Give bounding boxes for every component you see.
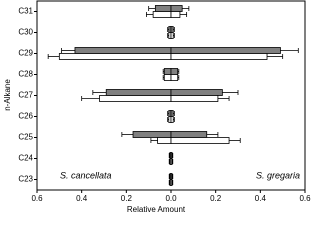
y-tick-label: C27 xyxy=(18,91,33,100)
y-tick-label: C26 xyxy=(18,112,33,121)
bar xyxy=(170,179,173,186)
bar xyxy=(154,5,172,12)
bar xyxy=(170,11,181,18)
bar xyxy=(170,68,179,75)
bar xyxy=(170,32,174,39)
bar xyxy=(74,47,172,54)
bar xyxy=(152,11,172,18)
y-tick-label: C24 xyxy=(18,154,33,163)
x-tick-label: 0.6 xyxy=(31,194,43,203)
x-tick-label: 0.0 xyxy=(165,194,177,203)
y-tick-label: C28 xyxy=(18,70,33,79)
bar xyxy=(105,89,172,96)
x-tick-label: 0.2 xyxy=(121,194,133,203)
y-tick-label: C23 xyxy=(18,175,33,184)
y-tick-label: C25 xyxy=(18,133,33,142)
bar xyxy=(170,74,179,81)
bar xyxy=(132,131,172,138)
bar xyxy=(170,47,281,54)
x-axis-label: Relative Amount xyxy=(127,205,186,214)
bar xyxy=(170,95,219,102)
bar xyxy=(99,95,172,102)
bar xyxy=(170,26,174,33)
y-tick-label: C30 xyxy=(18,28,33,37)
bar xyxy=(58,53,172,60)
bar xyxy=(170,110,174,117)
bar xyxy=(170,158,173,165)
bar xyxy=(170,53,268,60)
bar xyxy=(170,89,223,96)
bar xyxy=(163,68,172,75)
y-tick-label: C31 xyxy=(18,7,33,16)
y-axis-label: n-Alkane xyxy=(3,79,12,111)
bar xyxy=(157,137,172,144)
x-tick-label: 0.4 xyxy=(76,194,88,203)
annotation: S. gregaria xyxy=(256,170,300,180)
bar xyxy=(170,152,173,159)
bar xyxy=(170,131,208,138)
x-tick-label: 0.6 xyxy=(299,194,311,203)
x-tick-label: 0.2 xyxy=(210,194,222,203)
bar xyxy=(170,137,230,144)
bar xyxy=(163,74,172,81)
chart: Relative Amount n-Alkane S. cancellata S… xyxy=(3,0,311,214)
annotation: S. cancellata xyxy=(60,170,112,180)
bar xyxy=(170,173,173,180)
bar xyxy=(170,5,183,12)
y-tick-label: C29 xyxy=(18,49,33,58)
bar xyxy=(170,116,174,123)
x-tick-label: 0.4 xyxy=(255,194,267,203)
